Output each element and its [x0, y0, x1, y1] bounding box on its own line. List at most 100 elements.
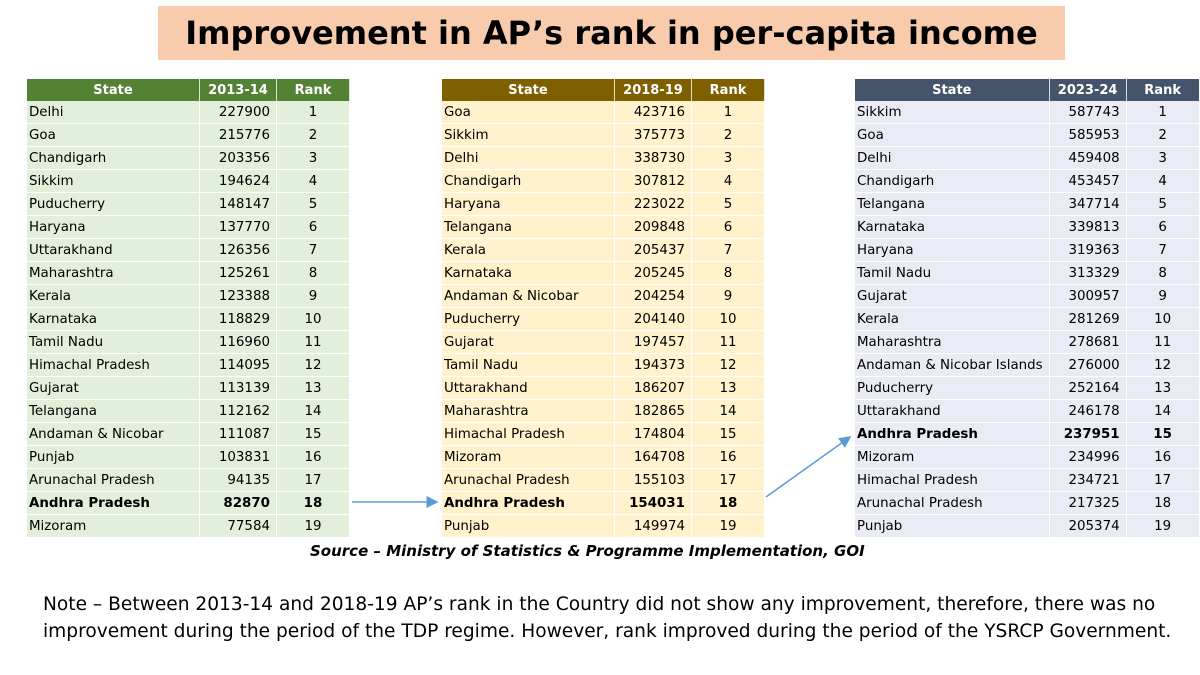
table-row: Chandigarh 307812 4 [442, 169, 765, 193]
table-row: Himachal Pradesh 114095 12 [27, 353, 350, 377]
rank-cell: 3 [1126, 146, 1200, 170]
state-cell: Chandigarh [855, 169, 1050, 193]
state-cell: Maharashtra [855, 330, 1050, 354]
income-cell: 118829 [199, 307, 277, 331]
table-row: Maharashtra 125261 8 [27, 261, 350, 285]
income-cell: 223022 [614, 192, 692, 216]
table-row: Andhra Pradesh 237951 15 [855, 422, 1200, 446]
income-cell: 227900 [199, 101, 277, 124]
table-row: Kerala 205437 7 [442, 238, 765, 262]
state-cell: Sikkim [442, 123, 615, 147]
rank-cell: 13 [691, 376, 765, 400]
income-cell: 113139 [199, 376, 277, 400]
rank-cell: 16 [276, 445, 350, 469]
income-cell: 209848 [614, 215, 692, 239]
state-cell: Punjab [442, 514, 615, 538]
table-row: Chandigarh 453457 4 [855, 169, 1200, 193]
income-cell: 205437 [614, 238, 692, 262]
state-cell: Punjab [27, 445, 200, 469]
rank-cell: 2 [276, 123, 350, 147]
state-cell: Andaman & Nicobar Islands [855, 353, 1050, 377]
rank-cell: 5 [691, 192, 765, 216]
income-cell: 276000 [1049, 353, 1127, 377]
table-row: Karnataka 339813 6 [855, 215, 1200, 239]
state-cell: Arunachal Pradesh [442, 468, 615, 492]
table-row: Maharashtra 182865 14 [442, 399, 765, 423]
state-cell: Uttarakhand [442, 376, 615, 400]
table-row: Andaman & Nicobar Islands 276000 12 [855, 353, 1200, 377]
state-cell: Andhra Pradesh [855, 422, 1050, 446]
state-cell: Mizoram [855, 445, 1050, 469]
table-row: Goa 423716 1 [442, 101, 765, 124]
table-row: Chandigarh 203356 3 [27, 146, 350, 170]
table-row: Punjab 103831 16 [27, 445, 350, 469]
header-state: State [27, 79, 200, 101]
state-cell: Goa [27, 123, 200, 147]
income-cell: 77584 [199, 514, 277, 538]
state-cell: Karnataka [855, 215, 1050, 239]
table-row: Delhi 227900 1 [27, 101, 350, 124]
income-cell: 123388 [199, 284, 277, 308]
rank-cell: 1 [691, 101, 765, 124]
rank-cell: 17 [276, 468, 350, 492]
table-row: Arunachal Pradesh 94135 17 [27, 468, 350, 492]
rank-cell: 19 [276, 514, 350, 538]
state-cell: Maharashtra [442, 399, 615, 423]
rank-cell: 8 [1126, 261, 1200, 285]
table-row: Uttarakhand 246178 14 [855, 399, 1200, 423]
table-row: Sikkim 587743 1 [855, 101, 1200, 124]
state-cell: Maharashtra [27, 261, 200, 285]
state-cell: Puducherry [442, 307, 615, 331]
state-cell: Delhi [27, 101, 200, 124]
rank-cell: 14 [691, 399, 765, 423]
rank-cell: 4 [1126, 169, 1200, 193]
state-cell: Chandigarh [442, 169, 615, 193]
state-cell: Kerala [27, 284, 200, 308]
income-cell: 234721 [1049, 468, 1127, 492]
table-2023-24: State 2023-24 Rank Sikkim 587743 1 Goa 58595… [855, 79, 1200, 538]
state-cell: Andaman & Nicobar [442, 284, 615, 308]
note-text: Note – Between 2013-14 and 2018-19 AP’s … [43, 594, 1172, 642]
table-row: Telangana 209848 6 [442, 215, 765, 239]
state-cell: Arunachal Pradesh [855, 491, 1050, 515]
state-cell: Delhi [442, 146, 615, 170]
rank-cell: 1 [1126, 101, 1200, 124]
income-cell: 585953 [1049, 123, 1127, 147]
rank-cell: 7 [276, 238, 350, 262]
rank-cell: 12 [691, 353, 765, 377]
state-cell: Uttarakhand [855, 399, 1050, 423]
income-cell: 116960 [199, 330, 277, 354]
table-row: Karnataka 205245 8 [442, 261, 765, 285]
rank-cell: 1 [276, 101, 350, 124]
source-caption: Source – Ministry of Statistics & Progra… [310, 542, 865, 560]
header-rank: Rank [691, 79, 765, 101]
table-row: Andaman & Nicobar 111087 15 [27, 422, 350, 446]
income-cell: 234996 [1049, 445, 1127, 469]
table-row: Gujarat 113139 13 [27, 376, 350, 400]
rank-cell: 5 [276, 192, 350, 216]
income-cell: 319363 [1049, 238, 1127, 262]
state-cell: Delhi [855, 146, 1050, 170]
table-row: Kerala 123388 9 [27, 284, 350, 308]
state-cell: Karnataka [27, 307, 200, 331]
table-row: Puducherry 252164 13 [855, 376, 1200, 400]
rank-cell: 11 [691, 330, 765, 354]
state-cell: Sikkim [855, 101, 1050, 124]
rank-cell: 11 [1126, 330, 1200, 354]
income-cell: 194624 [199, 169, 277, 193]
income-cell: 103831 [199, 445, 277, 469]
table-row: Karnataka 118829 10 [27, 307, 350, 331]
rank-cell: 18 [691, 491, 765, 515]
table-row: Mizoram 77584 19 [27, 514, 350, 538]
rank-cell: 9 [691, 284, 765, 308]
table-row: Andhra Pradesh 154031 18 [442, 491, 765, 515]
state-cell: Telangana [27, 399, 200, 423]
income-cell: 204140 [614, 307, 692, 331]
table-row: Goa 585953 2 [855, 123, 1200, 147]
income-cell: 375773 [614, 123, 692, 147]
rank-cell: 4 [691, 169, 765, 193]
table-row: Himachal Pradesh 234721 17 [855, 468, 1200, 492]
state-cell: Tamil Nadu [855, 261, 1050, 285]
header-state: State [442, 79, 615, 101]
income-cell: 217325 [1049, 491, 1127, 515]
